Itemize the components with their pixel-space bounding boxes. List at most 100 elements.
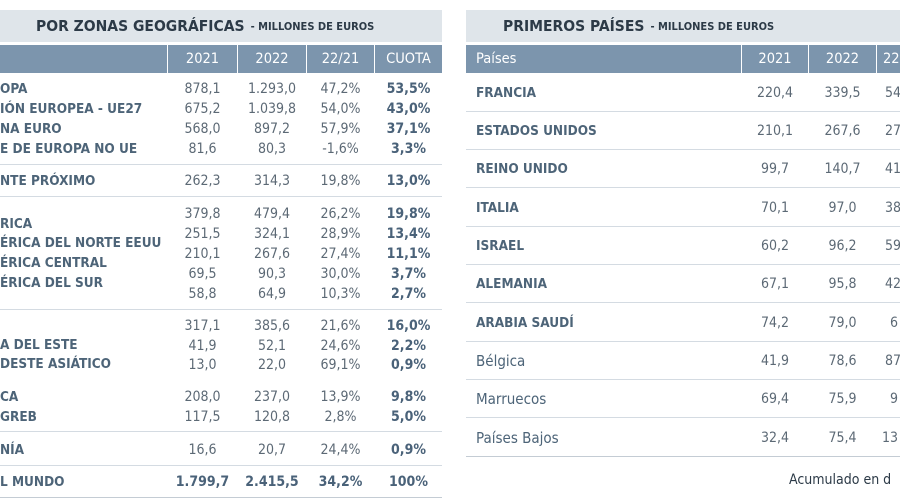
- cell-2022: 80,3: [257, 141, 287, 157]
- row-divider: [466, 341, 900, 342]
- col-separator: [741, 45, 742, 73]
- cell-change: 27: [885, 123, 900, 139]
- row-divider: [466, 149, 900, 150]
- cell-change: 59: [885, 238, 900, 254]
- col-separator: [306, 45, 307, 73]
- cell-change: 9: [890, 391, 899, 407]
- cell-change: 10,3%: [320, 286, 361, 302]
- countries-header-row: Países 2021 2022 22: [466, 45, 900, 73]
- cell-change: 6: [890, 315, 899, 331]
- cell-share: 19,8%: [386, 206, 431, 222]
- cell-2022: 324,1: [253, 226, 291, 242]
- cell-change: 41: [885, 161, 900, 177]
- cell-2022: 1.293,0: [247, 81, 297, 97]
- cell-change: 21,6%: [320, 318, 361, 334]
- col-separator: [167, 45, 168, 73]
- cell-2021: 69,4: [760, 391, 790, 407]
- cell-share: 3,3%: [391, 141, 426, 157]
- cell-2022: 267,6: [253, 246, 291, 262]
- cell-2022: 385,6: [253, 318, 291, 334]
- row-divider: [466, 187, 900, 188]
- zone-label: CA: [0, 389, 19, 405]
- cell-change: 87: [885, 353, 900, 369]
- cell-change: 24,4%: [320, 442, 361, 458]
- footnote: Acumulado en d: [789, 472, 892, 488]
- cell-2021: 74,2: [760, 315, 790, 331]
- cell-share: 2,2%: [391, 338, 426, 354]
- cell-2022: 339,5: [824, 85, 861, 101]
- cell-2022: 22,0: [257, 357, 287, 373]
- cell-change: 30,0%: [320, 266, 361, 282]
- cell-change: 13,9%: [320, 389, 361, 405]
- country-label: REINO UNIDO: [476, 161, 568, 177]
- zone-label: E DE EUROPA NO UE: [0, 141, 138, 157]
- cell-change: -1,6%: [322, 141, 359, 157]
- zone-label: RICA: [0, 216, 33, 232]
- cell-2021: 117,5: [184, 409, 221, 425]
- cell-2022: 90,3: [257, 266, 287, 282]
- cell-2021: 67,1: [760, 276, 790, 292]
- countries-title-units: - MILLONES DE EUROS: [650, 19, 775, 33]
- cell-share: 2,7%: [391, 286, 426, 302]
- cell-share: 3,7%: [391, 266, 426, 282]
- cell-2021: 70,1: [760, 200, 790, 216]
- cell-2022: 20,7: [257, 442, 287, 458]
- cell-2022: 140,7: [824, 161, 861, 177]
- col-header-change: 22: [883, 51, 900, 67]
- country-label: FRANCIA: [476, 85, 537, 101]
- zone-label: DESTE ASIÁTICO: [0, 356, 111, 372]
- cell-2021: 99,7: [760, 161, 790, 177]
- cell-2022: 1.039,8: [247, 101, 297, 117]
- cell-change: 54: [885, 85, 900, 101]
- country-label: ARABIA SAUDÍ: [476, 315, 574, 331]
- cell-2021: 13,0: [188, 357, 217, 373]
- total-2022: 2.415,5: [245, 474, 299, 490]
- cell-2021: 60,2: [760, 238, 790, 254]
- zone-label: ÉRICA CENTRAL: [0, 255, 107, 271]
- row-divider: [0, 465, 442, 466]
- cell-share: 37,1%: [386, 121, 431, 137]
- cell-share: 13,4%: [386, 226, 431, 242]
- cell-2022: 97,0: [828, 200, 857, 216]
- cell-2022: 267,6: [824, 123, 861, 139]
- zones-table-title: POR ZONAS GEOGRÁFICAS - MILLONES DE EURO…: [0, 10, 442, 42]
- cell-share: 11,1%: [386, 246, 431, 262]
- cell-2022: 96,2: [828, 238, 857, 254]
- cell-change: 42: [885, 276, 900, 292]
- cell-2022: 120,8: [253, 409, 291, 425]
- col-separator: [374, 45, 375, 73]
- country-label: ITALIA: [476, 200, 519, 216]
- country-label: Marruecos: [476, 390, 547, 408]
- zone-label: IÓN EUROPEA - UE27: [0, 101, 143, 117]
- cell-2021: 568,0: [184, 121, 221, 137]
- cell-2022: 79,0: [828, 315, 857, 331]
- country-label: Bélgica: [476, 352, 526, 370]
- country-label: Países Bajos: [476, 429, 559, 447]
- col-header-share: CUOTA: [386, 51, 431, 67]
- zones-title-text: POR ZONAS GEOGRÁFICAS: [36, 17, 245, 35]
- total-2021: 1.799,7: [175, 474, 230, 490]
- cell-2021: 317,1: [184, 318, 221, 334]
- row-divider: [0, 309, 442, 310]
- zone-label: OPA: [0, 81, 28, 97]
- row-divider: [466, 417, 900, 418]
- cell-2021: 32,4: [760, 430, 790, 446]
- row-divider: [466, 456, 900, 457]
- col-separator: [237, 45, 238, 73]
- cell-change: 69,1%: [320, 357, 361, 373]
- cell-share: 5,0%: [391, 409, 426, 425]
- cell-2022: 479,4: [253, 206, 291, 222]
- cell-2022: 52,1: [257, 338, 287, 354]
- row-divider: [0, 196, 442, 197]
- cell-2021: 220,4: [756, 85, 794, 101]
- cell-2021: 41,9: [760, 353, 790, 369]
- col-header-2021: 2021: [758, 51, 792, 67]
- row-divider: [466, 379, 900, 380]
- cell-2022: 95,8: [828, 276, 857, 292]
- cell-2022: 75,9: [828, 391, 857, 407]
- row-divider: [466, 226, 900, 227]
- col-header-2021: 2021: [185, 51, 220, 67]
- total-label: L MUNDO: [0, 474, 65, 490]
- cell-2022: 897,2: [253, 121, 291, 137]
- zone-label: NÍA: [0, 442, 25, 458]
